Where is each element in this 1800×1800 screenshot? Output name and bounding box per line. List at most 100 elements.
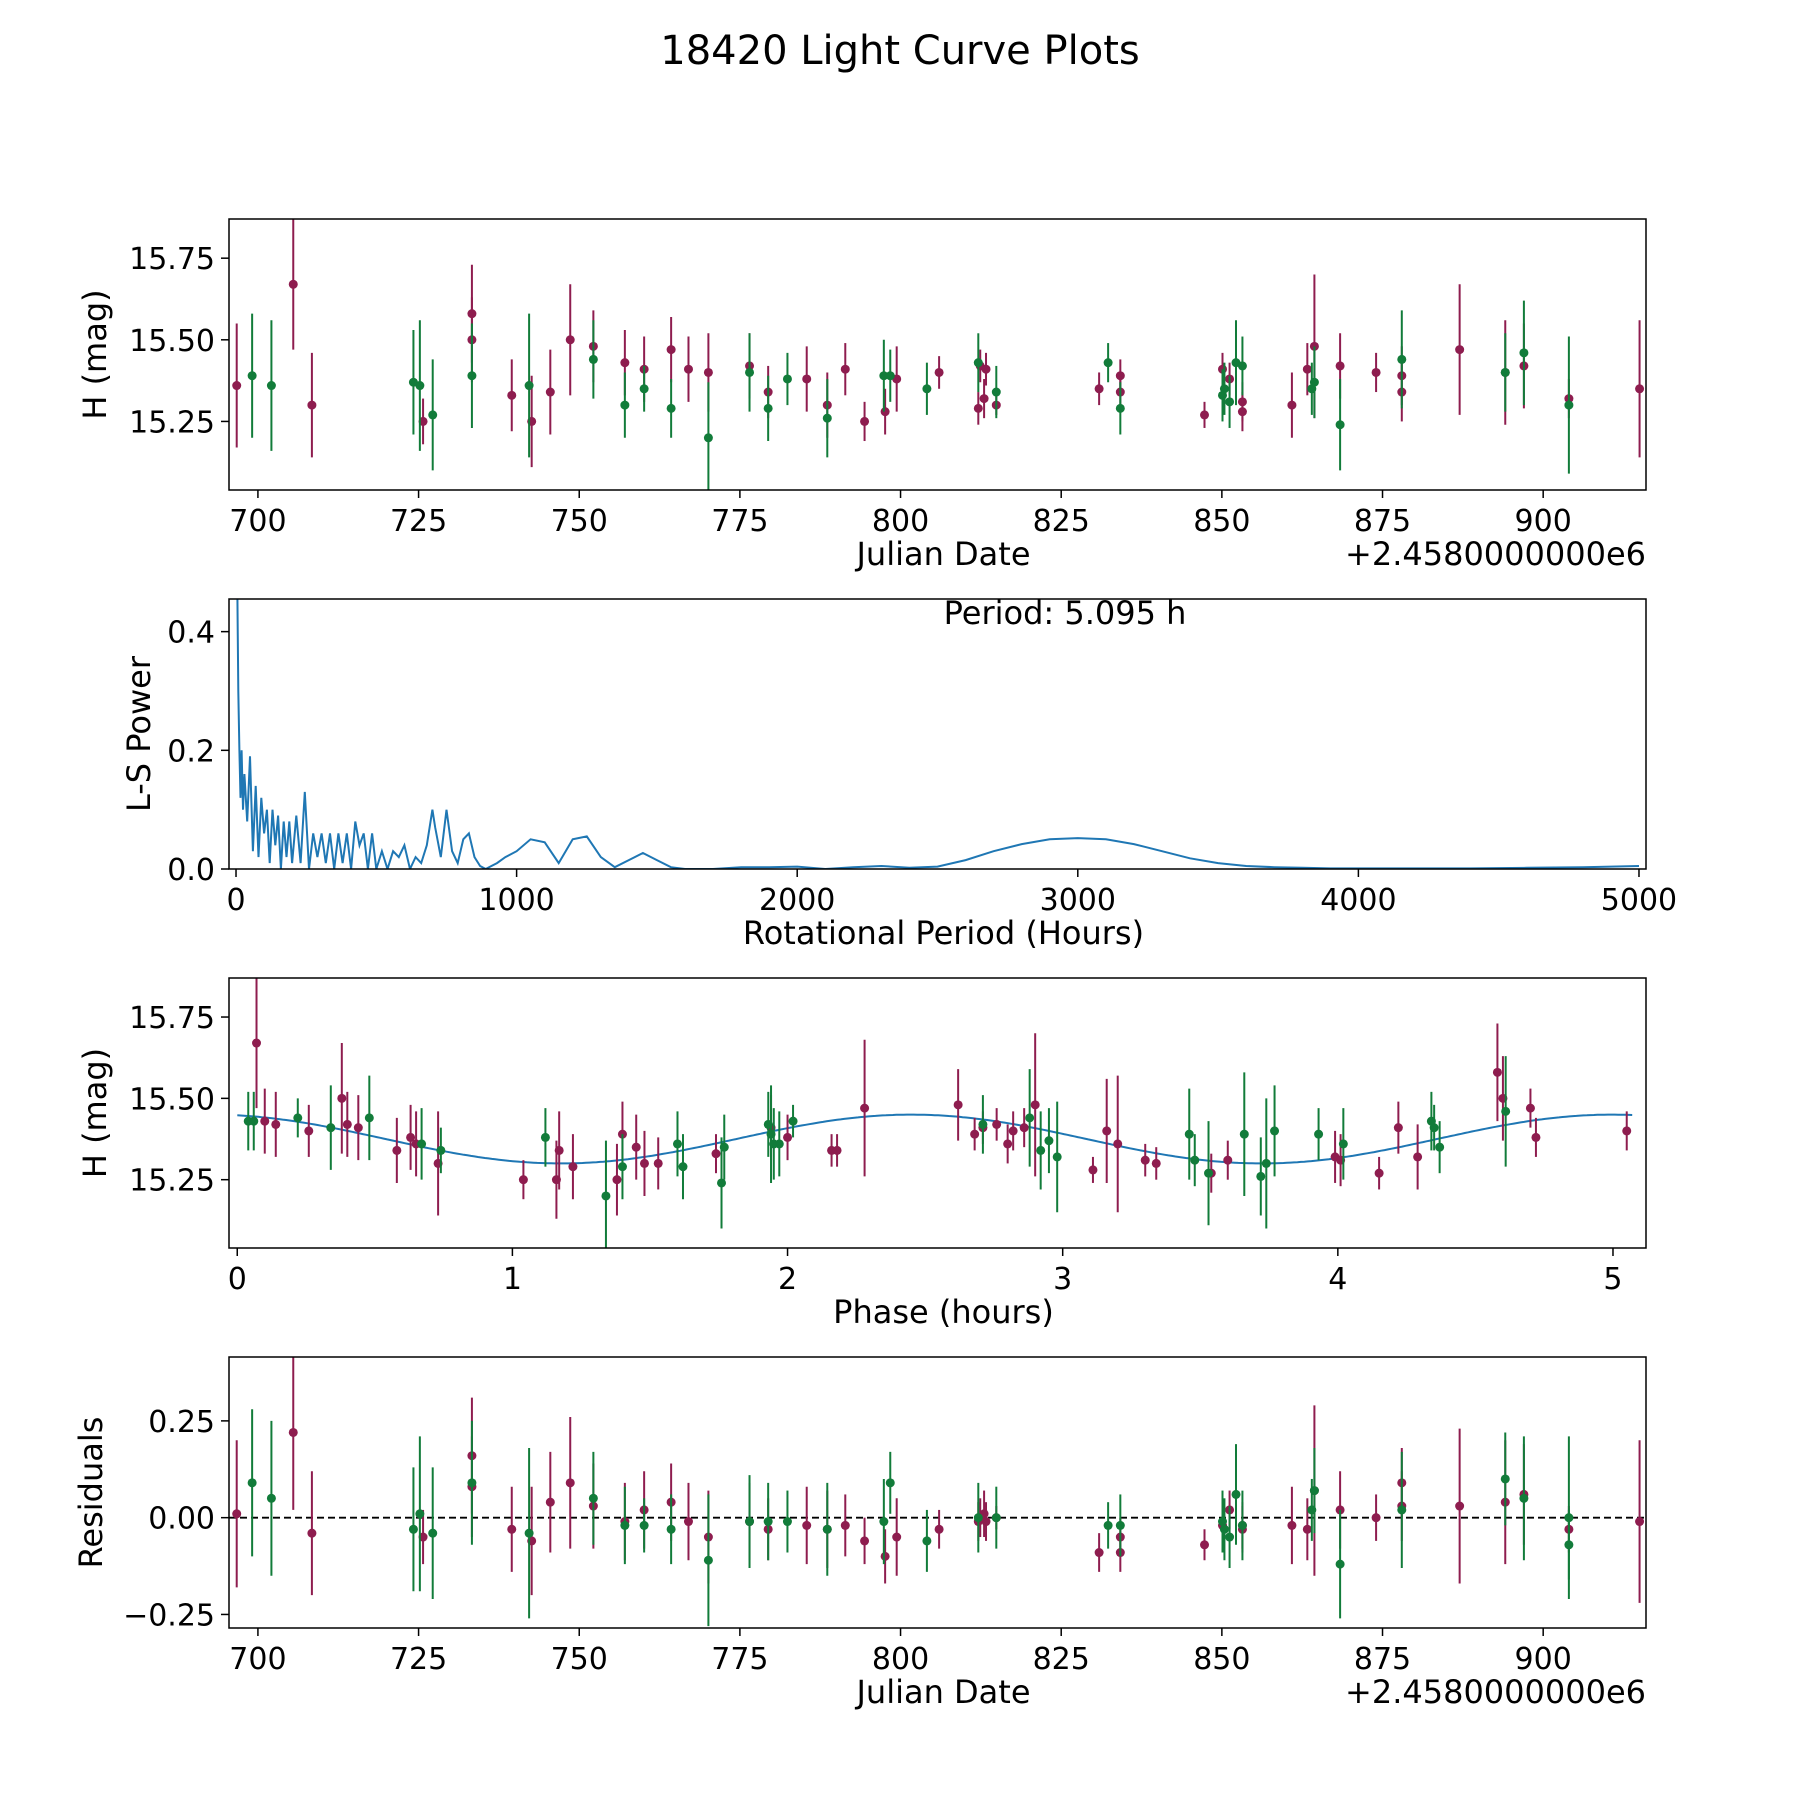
filter_a-data-point [981, 1517, 991, 1527]
filter_b-data-point [672, 1139, 682, 1149]
filter_b-data-point [436, 1145, 446, 1155]
filter_a-data-point [832, 1145, 842, 1155]
filter_a-data-point [840, 364, 850, 374]
residuals-panel: 700 725 750 775 800 825 850 875 900 −0.25 0.00 0.25… [72, 1356, 1647, 1711]
filter_b-data-point [524, 381, 534, 391]
filter_b-data-point [601, 1191, 611, 1201]
x-tick-label: 700 [229, 504, 286, 539]
period-annotation: Period: 5.095 h [944, 594, 1187, 632]
filter_a-data-point [307, 1528, 317, 1538]
filter_b-data-point [1190, 1155, 1200, 1165]
filter_b-data-point [1564, 1540, 1574, 1550]
panels: 700 725 750 775 800 825 850 875 900 15.25 15.50 15.… [72, 218, 1677, 1711]
filter_a-data-point [1455, 1501, 1465, 1511]
filter_a-data-point [1094, 384, 1104, 394]
filter_b-data-point [1314, 1129, 1324, 1139]
filter_a-data-point [545, 387, 555, 397]
filter_b-data-point [973, 358, 983, 368]
filter_b-data-point [1237, 1520, 1247, 1530]
filter_a-data-point [1371, 367, 1381, 377]
y-tick-label: 15.75 [129, 242, 215, 277]
x-tick-label: 825 [1033, 1642, 1090, 1677]
filter_b-data-point [408, 1524, 418, 1534]
filter_a-data-point [783, 1132, 793, 1142]
filter_b-data-point [428, 410, 438, 420]
filter_b-data-point [1435, 1142, 1445, 1152]
filter_a-data-point [568, 1162, 578, 1172]
residuals-frame [228, 1356, 1647, 1629]
residuals-plot-area [229, 1357, 1646, 1627]
filter_b-data-point [1231, 1489, 1241, 1499]
filter_a-data-point [507, 1524, 517, 1534]
filter_b-data-point [885, 371, 895, 381]
periodogram-line [236, 599, 1640, 869]
filter_a-data-point [992, 1119, 1002, 1129]
filter_b-data-point [991, 1513, 1001, 1523]
filter_b-data-point [782, 1517, 792, 1527]
filter_a-data-point [1302, 364, 1312, 374]
filter_a-data-point [507, 390, 517, 400]
filter_a-data-point [406, 1132, 416, 1142]
x-tick-label: 775 [711, 504, 768, 539]
filter_b-data-point [293, 1113, 303, 1123]
filter_b-data-point [745, 1517, 755, 1527]
y-axis-label: Residuals [72, 1417, 110, 1569]
filter_b-data-point [1335, 1559, 1345, 1569]
filter_b-data-point [774, 1139, 784, 1149]
filter_a-data-point [953, 1100, 963, 1110]
filter_a-data-point [981, 364, 991, 374]
x-tick-label: 5000 [1601, 883, 1677, 918]
filter_b-data-point [678, 1162, 688, 1172]
filter_a-data-point [1287, 400, 1297, 410]
x-tick-label: 850 [1193, 1642, 1250, 1677]
filter_b-data-point [1218, 1517, 1228, 1527]
filter_a-data-point [565, 335, 575, 345]
x-axis-label: Phase (hours) [833, 1293, 1054, 1331]
filter_b-data-point [467, 371, 477, 381]
filter_a-data-point [840, 1520, 850, 1530]
filter_b-data-point [417, 1139, 427, 1149]
filter_a-data-point [1302, 1524, 1312, 1534]
y-tick-label: 15.50 [129, 324, 215, 359]
filter_a-data-point [1102, 1126, 1112, 1136]
phased_curve-plot-area [237, 978, 1633, 1248]
filter_a-data-point [892, 1532, 902, 1542]
filter_a-data-point [342, 1119, 352, 1129]
filter_b-data-point [1338, 1139, 1348, 1149]
filter_a-data-point [252, 1038, 262, 1048]
figure-title: 18420 Light Curve Plots [660, 28, 1139, 74]
filter_a-data-point [973, 403, 983, 413]
filter_a-data-point [1622, 1126, 1632, 1136]
filter_a-data-point [260, 1116, 270, 1126]
filter_a-data-point [1413, 1152, 1423, 1162]
light_curve-panel: 700 725 750 775 800 825 850 875 900 15.25 15.50 15.… [76, 218, 1647, 573]
filter_b-data-point [249, 1116, 259, 1126]
filter_b-data-point [588, 354, 598, 364]
filter_b-data-point [745, 367, 755, 377]
filter_b-data-point [1225, 397, 1235, 407]
filter_a-data-point [711, 1149, 721, 1159]
filter_a-data-point [860, 416, 870, 426]
filter_a-data-point [304, 1126, 314, 1136]
filter_b-data-point [763, 403, 773, 413]
filter_b-data-point [415, 1509, 425, 1519]
filter_b-data-point [1500, 367, 1510, 377]
filter_a-data-point [1287, 1520, 1297, 1530]
filter_b-data-point [885, 1478, 895, 1488]
filter_b-data-point [1025, 1113, 1035, 1123]
filter_b-data-point [879, 371, 889, 381]
filter_b-data-point [1204, 1168, 1214, 1178]
filter_b-data-point [617, 1162, 627, 1172]
y-tick-label: 15.25 [129, 405, 215, 440]
filter_b-data-point [1500, 1474, 1510, 1484]
filter_a-data-point [970, 1129, 980, 1139]
filter_b-data-point [666, 403, 676, 413]
x-tick-label: 800 [872, 1642, 929, 1677]
y-tick-label: 15.75 [129, 1001, 215, 1036]
x-tick-label: 875 [1354, 504, 1411, 539]
x-tick-label: 725 [390, 1642, 447, 1677]
y-tick-label: 15.50 [129, 1082, 215, 1117]
y-axis-label: H (mag) [76, 1048, 114, 1178]
filter_a-data-point [1151, 1158, 1161, 1168]
x-tick-label: 0 [226, 883, 245, 918]
